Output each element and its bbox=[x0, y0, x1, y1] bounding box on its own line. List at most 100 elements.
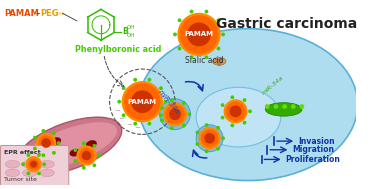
Circle shape bbox=[230, 105, 242, 117]
Circle shape bbox=[124, 83, 161, 120]
Circle shape bbox=[226, 102, 245, 121]
Circle shape bbox=[160, 106, 164, 110]
Circle shape bbox=[216, 147, 220, 151]
Text: miR-34a: miR-34a bbox=[262, 75, 285, 96]
Circle shape bbox=[177, 13, 221, 56]
Circle shape bbox=[37, 171, 41, 175]
Ellipse shape bbox=[212, 57, 226, 65]
Circle shape bbox=[38, 135, 54, 151]
Circle shape bbox=[187, 22, 211, 46]
Circle shape bbox=[41, 138, 51, 148]
Ellipse shape bbox=[23, 160, 37, 168]
Circle shape bbox=[173, 33, 177, 36]
Polygon shape bbox=[215, 59, 223, 66]
Ellipse shape bbox=[23, 169, 37, 177]
Ellipse shape bbox=[17, 117, 122, 175]
Circle shape bbox=[160, 119, 164, 122]
Circle shape bbox=[164, 100, 167, 104]
Ellipse shape bbox=[21, 122, 117, 170]
Circle shape bbox=[26, 171, 30, 175]
Circle shape bbox=[190, 10, 194, 13]
Circle shape bbox=[37, 153, 41, 157]
Ellipse shape bbox=[5, 160, 20, 168]
Circle shape bbox=[170, 98, 174, 102]
Text: 3.5k: 3.5k bbox=[56, 12, 65, 16]
Circle shape bbox=[231, 95, 234, 99]
Circle shape bbox=[52, 131, 56, 135]
Circle shape bbox=[163, 102, 187, 126]
Circle shape bbox=[216, 126, 220, 130]
Ellipse shape bbox=[51, 138, 61, 145]
Circle shape bbox=[33, 146, 37, 150]
Ellipse shape bbox=[48, 156, 58, 163]
Text: Migration: Migration bbox=[292, 145, 334, 154]
Circle shape bbox=[42, 162, 46, 166]
Circle shape bbox=[201, 130, 218, 147]
Circle shape bbox=[79, 148, 94, 163]
Circle shape bbox=[169, 108, 181, 120]
Circle shape bbox=[190, 55, 194, 59]
Text: ~: ~ bbox=[135, 125, 141, 131]
Text: Invasion: Invasion bbox=[298, 137, 335, 146]
Circle shape bbox=[122, 113, 125, 117]
Text: –: – bbox=[36, 9, 40, 18]
Circle shape bbox=[148, 122, 151, 125]
Circle shape bbox=[73, 159, 77, 163]
Circle shape bbox=[117, 100, 121, 104]
Circle shape bbox=[243, 121, 246, 125]
Circle shape bbox=[159, 113, 163, 117]
Ellipse shape bbox=[265, 103, 302, 116]
Circle shape bbox=[26, 156, 42, 172]
Circle shape bbox=[148, 78, 151, 82]
Circle shape bbox=[231, 123, 234, 127]
Text: Proliferation: Proliferation bbox=[286, 155, 340, 164]
Circle shape bbox=[182, 101, 186, 105]
Circle shape bbox=[221, 33, 225, 36]
Circle shape bbox=[26, 153, 30, 157]
Ellipse shape bbox=[40, 169, 54, 177]
Circle shape bbox=[216, 18, 221, 22]
Circle shape bbox=[92, 144, 96, 148]
Circle shape bbox=[122, 86, 125, 90]
Circle shape bbox=[33, 136, 37, 139]
Circle shape bbox=[221, 116, 225, 119]
Circle shape bbox=[182, 124, 186, 127]
Text: Sialic acid: Sialic acid bbox=[185, 56, 223, 65]
Circle shape bbox=[205, 10, 208, 13]
Circle shape bbox=[199, 127, 221, 149]
Text: Gastric carcinoma: Gastric carcinoma bbox=[216, 17, 357, 31]
Circle shape bbox=[178, 47, 182, 50]
Text: ~: ~ bbox=[114, 108, 120, 114]
Circle shape bbox=[28, 158, 40, 170]
Circle shape bbox=[170, 126, 174, 130]
Circle shape bbox=[97, 154, 101, 157]
Circle shape bbox=[82, 141, 86, 145]
Circle shape bbox=[30, 161, 37, 168]
Ellipse shape bbox=[196, 87, 281, 147]
Text: Phenylboronic acid: Phenylboronic acid bbox=[75, 45, 161, 54]
Ellipse shape bbox=[40, 160, 54, 168]
Text: B: B bbox=[122, 27, 128, 36]
Circle shape bbox=[196, 130, 199, 134]
Ellipse shape bbox=[5, 169, 20, 177]
Circle shape bbox=[77, 146, 97, 166]
Circle shape bbox=[159, 86, 163, 90]
Circle shape bbox=[133, 122, 137, 125]
Text: PEG: PEG bbox=[40, 9, 59, 18]
Text: miR-34a: miR-34a bbox=[157, 89, 180, 115]
Ellipse shape bbox=[138, 29, 358, 180]
FancyBboxPatch shape bbox=[0, 146, 69, 187]
Circle shape bbox=[205, 55, 208, 59]
Circle shape bbox=[92, 163, 96, 167]
Text: ~: ~ bbox=[126, 122, 132, 128]
Circle shape bbox=[57, 141, 61, 145]
Text: OH: OH bbox=[127, 33, 135, 38]
Circle shape bbox=[221, 103, 225, 107]
Circle shape bbox=[216, 47, 221, 50]
Circle shape bbox=[41, 153, 45, 157]
Circle shape bbox=[205, 123, 209, 127]
Text: PAMAM: PAMAM bbox=[185, 31, 213, 37]
Circle shape bbox=[205, 149, 209, 153]
Circle shape bbox=[265, 104, 270, 109]
Text: Tumor site: Tumor site bbox=[4, 177, 37, 181]
